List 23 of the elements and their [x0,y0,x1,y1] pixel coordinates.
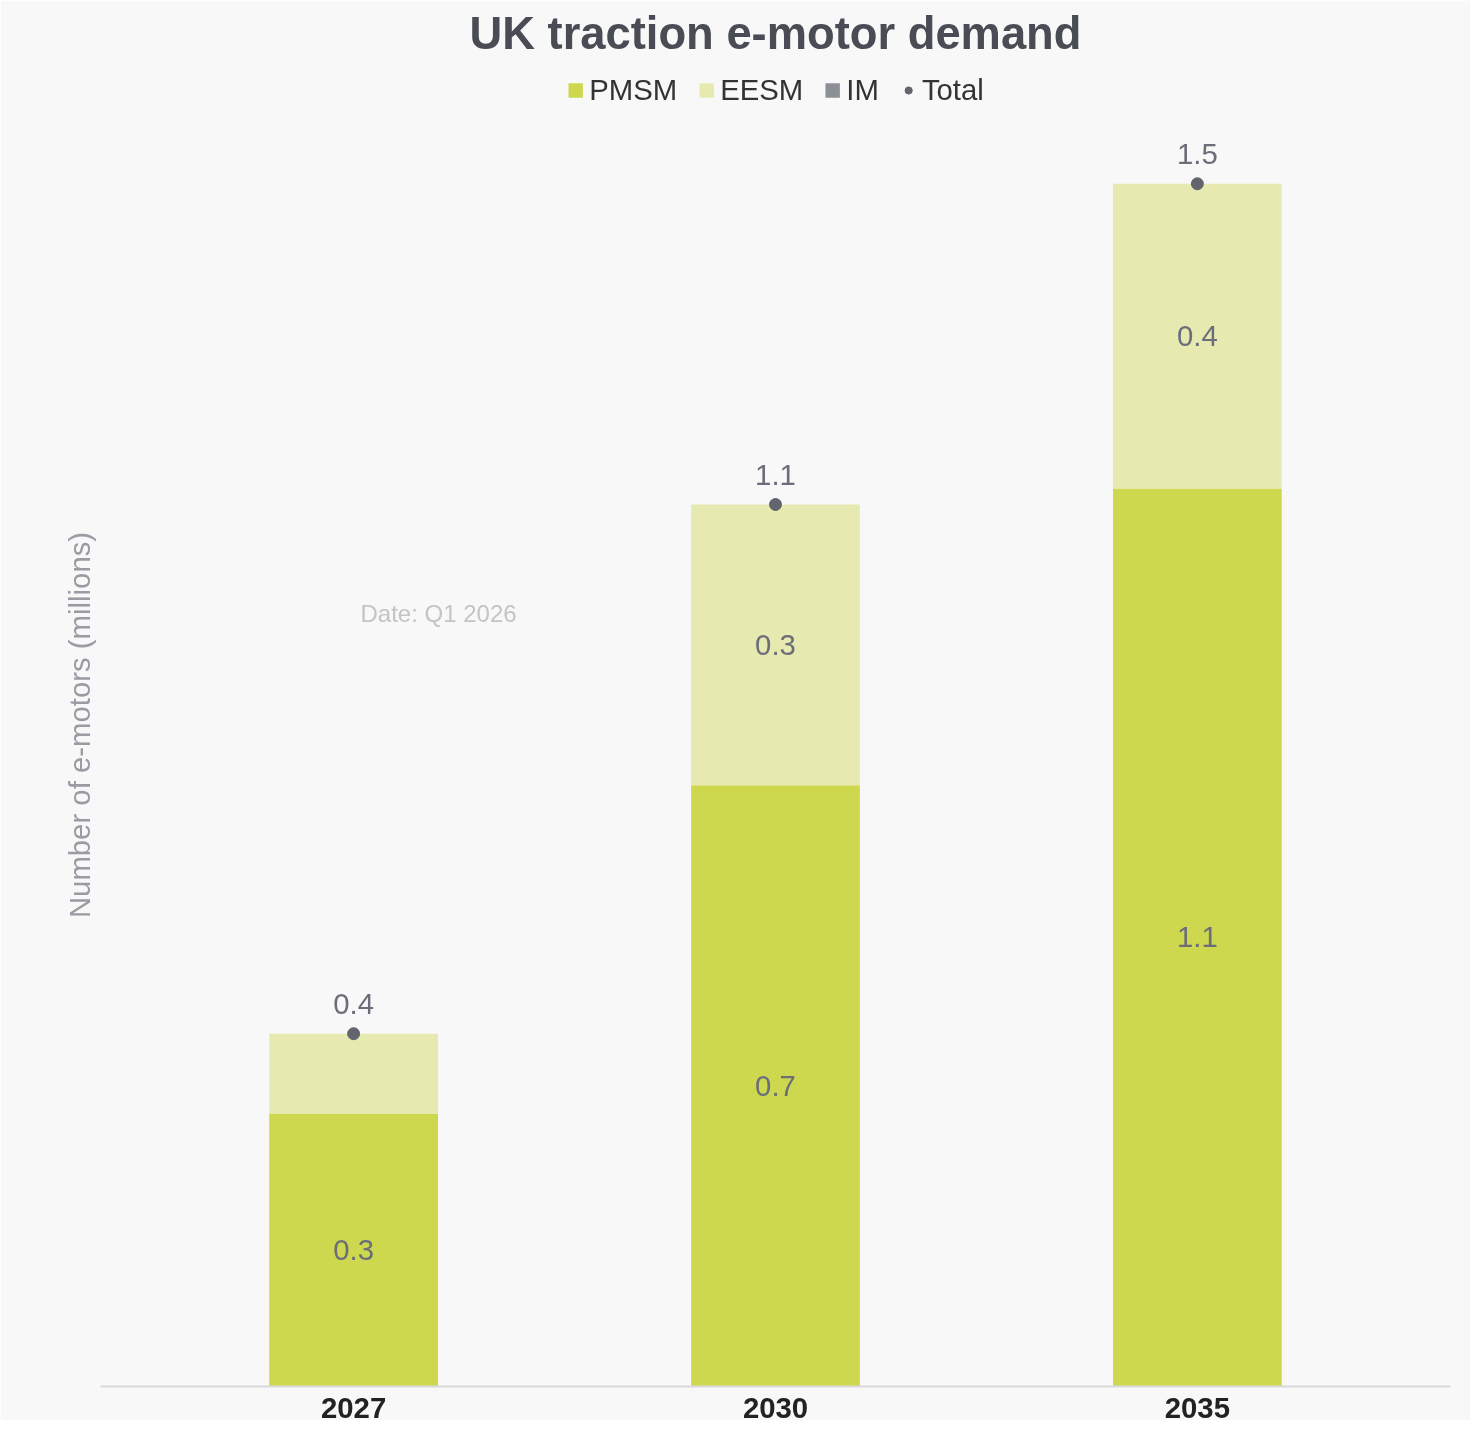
data-label: 1.1 [1176,920,1218,954]
bar [1113,183,1282,489]
bar [269,1033,438,1114]
data-label: 0.3 [333,1233,375,1267]
data-label: 0.4 [333,986,375,1020]
legend-label: EESM [720,73,804,107]
chart-title: UK traction e-motor demand [469,7,1082,59]
bar [691,785,860,1387]
legend-label: Total [921,73,984,107]
x-tick-label: 2035 [1164,1390,1230,1424]
data-label: 0.4 [1176,319,1218,353]
bar [691,504,860,786]
data-label: 1.1 [755,457,796,491]
y-axis-title: Number of e-motors (millions) [62,531,96,919]
bar [269,1113,438,1387]
data-label: 0.7 [755,1068,796,1102]
legend-label: IM [846,73,879,107]
x-tick-label: 2030 [742,1390,809,1424]
data-label: 0.3 [755,627,796,661]
x-tick-label: 2027 [321,1390,387,1424]
bar [1113,488,1282,1387]
legend-label: PMSM [589,73,678,107]
data-label: 1.5 [1176,136,1218,170]
